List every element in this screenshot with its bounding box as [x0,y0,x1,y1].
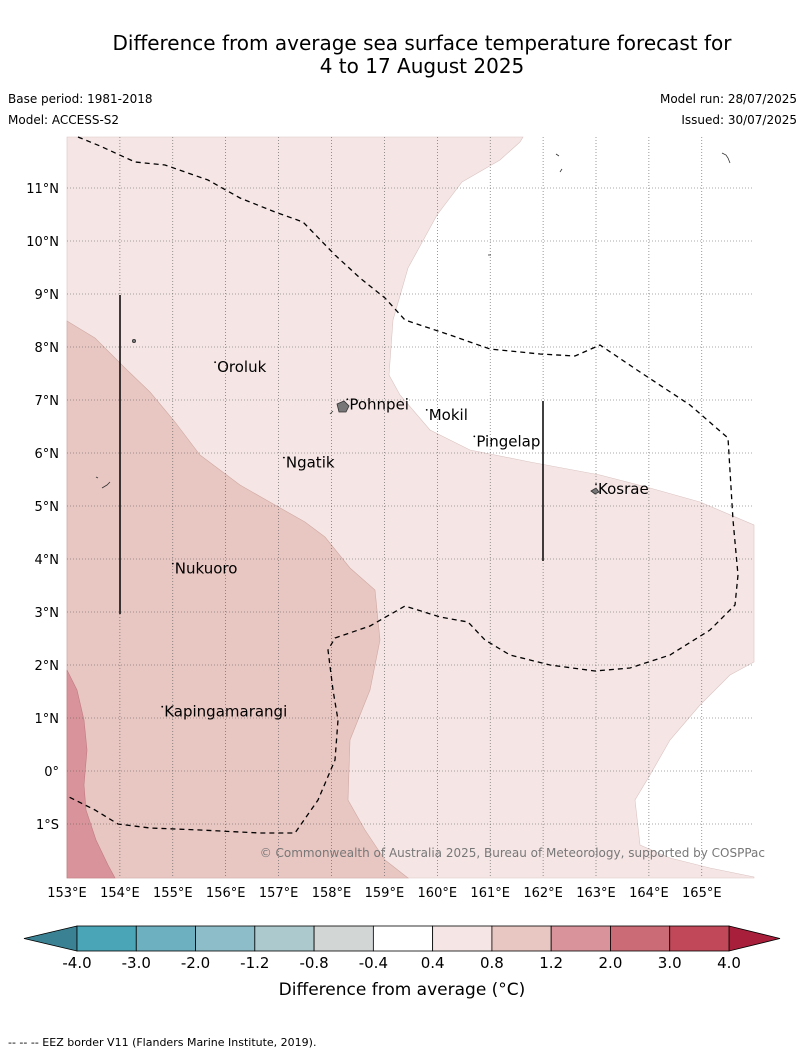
latitude-tick-label: 1°N [35,712,60,727]
islet-marker [95,476,111,489]
graticule [67,137,754,878]
colorbar-segment [254,925,315,952]
title-line-2: 4 to 17 August 2025 [319,54,525,78]
latitude-tick-label: 5°N [35,500,60,515]
colorbar-segment [135,925,196,952]
model-run-text: Model run: 28/07/2025 [659,92,797,106]
longitude-tick-label: 154°E [100,886,140,901]
issued-text: Issued: 30/07/2025 [681,113,797,127]
map-panel: Oroluk Pohnpei Mokil Pingelap Ngatik Kosrae Nu… [66,136,765,879]
place-labels: Oroluk Pohnpei Mokil Pingelap Ngatik Kosrae Nu… [161,358,649,721]
colorbar-tick-label: 1.2 [539,954,563,972]
eez-legend-footer: -- -- -- EEZ border V11 (Flanders Marine… [8,1036,317,1049]
kosrae-island [590,487,600,495]
place-marker [214,361,217,364]
colorbar-tick-label: -1.2 [240,954,269,972]
place-label: Kosrae [598,480,649,498]
eez-border [66,136,739,834]
place-marker [425,409,428,411]
place-marker [171,562,174,565]
latitude-tick-label: 9°N [35,288,60,303]
colorbar-segment [372,925,434,952]
place-label: Ngatik [286,454,335,472]
colorbar-tick-label: -0.8 [299,954,328,972]
title-line-1: Difference from average sea surface temp… [112,31,732,55]
longitude-tick-label: 157°E [259,886,299,901]
latitude-tick-label: 3°N [35,606,60,621]
place-label: Pingelap [476,432,540,450]
latitude-tick-label: 10°N [26,235,59,250]
islet-marker [555,152,731,173]
colorbar-segment [669,925,730,952]
place-marker [595,483,597,485]
longitude-tick-label: 160°E [418,886,458,901]
latitude-tick-label: 2°N [35,659,60,674]
islet-marker [131,338,136,343]
colorbar-tick-label: 0.8 [480,954,504,972]
longitude-tick-label: 158°E [312,886,352,901]
place-label: Pohnpei [349,395,409,413]
latitude-tick-label: 0° [44,765,59,780]
islet-marker [329,410,334,415]
page-title: Difference from average sea surface temp… [0,32,804,78]
latitude-tick-label: 11°N [26,182,59,197]
latitude-tick-label: 8°N [35,341,60,356]
islands [95,152,731,495]
place-marker [346,398,349,401]
longitude-tick-label: 159°E [365,886,405,901]
base-period-text: Base period: 1981-2018 [8,92,153,106]
place-marker [473,435,476,438]
model-text: Model: ACCESS-S2 [8,113,120,127]
colorbar-tick-label: 4.0 [717,954,741,972]
colorbar-segment [491,925,552,952]
place-label: Nukuoro [175,560,238,578]
colorbar-segment [432,925,493,952]
place-label: Kapingamarangi [164,703,287,721]
longitude-tick-label: 156°E [206,886,246,901]
longitude-tick-label: 162°E [523,886,563,901]
copyright-text: © Commonwealth of Australia 2025, Bureau… [260,846,765,860]
colorbar-tick-label: -4.0 [62,954,91,972]
longitude-tick-label: 161°E [470,886,510,901]
colorbar-tick-label: 3.0 [658,954,682,972]
place-marker [282,456,285,459]
colorbar-tick-label: -0.4 [359,954,388,972]
latitude-tick-label: 7°N [35,394,60,409]
colorbar-tick-label: -3.0 [122,954,151,972]
colorbar-segment [610,925,671,952]
place-marker [161,705,164,708]
longitude-tick-label: 164°E [629,886,669,901]
colorbar-tick-label: 0.4 [421,954,445,972]
longitude-tick-label: 155°E [153,886,193,901]
colorbar-title: Difference from average (°C) [278,980,526,1000]
latitude-tick-label: 1°S [36,818,59,833]
anomaly-zone-1.2-2.0 [66,669,116,879]
pohnpei-island [336,400,350,413]
anomaly-zone-0.8-1.2 [66,320,409,879]
colorbar-over-arrow [728,925,781,952]
colorbar-under-arrow [23,925,78,952]
longitude-tick-label: 153°E [47,886,87,901]
colorbar-tick-label: 2.0 [599,954,623,972]
longitude-tick-label: 165°E [682,886,722,901]
longitude-tick-label: 163°E [576,886,616,901]
colorbar-segment [76,925,137,952]
colorbar-tick-label: -2.0 [181,954,210,972]
latitude-tick-label: 6°N [35,447,60,462]
colorbar-segment [195,925,256,952]
place-label: Mokil [429,406,468,424]
colorbar-segment [550,925,611,952]
colorbar: -4.0 -3.0 -2.0 -1.2 -0.8 -0.4 0.4 0.8 1.2 2.0 3.0 4… [23,925,781,972]
colorbar-segment [313,925,374,952]
axis-labels: 153°E 154°E 155°E 156°E 157°E 158°E 159°E 160°E… [26,182,721,901]
place-label: Oroluk [217,358,266,376]
latitude-tick-label: 4°N [35,553,60,568]
